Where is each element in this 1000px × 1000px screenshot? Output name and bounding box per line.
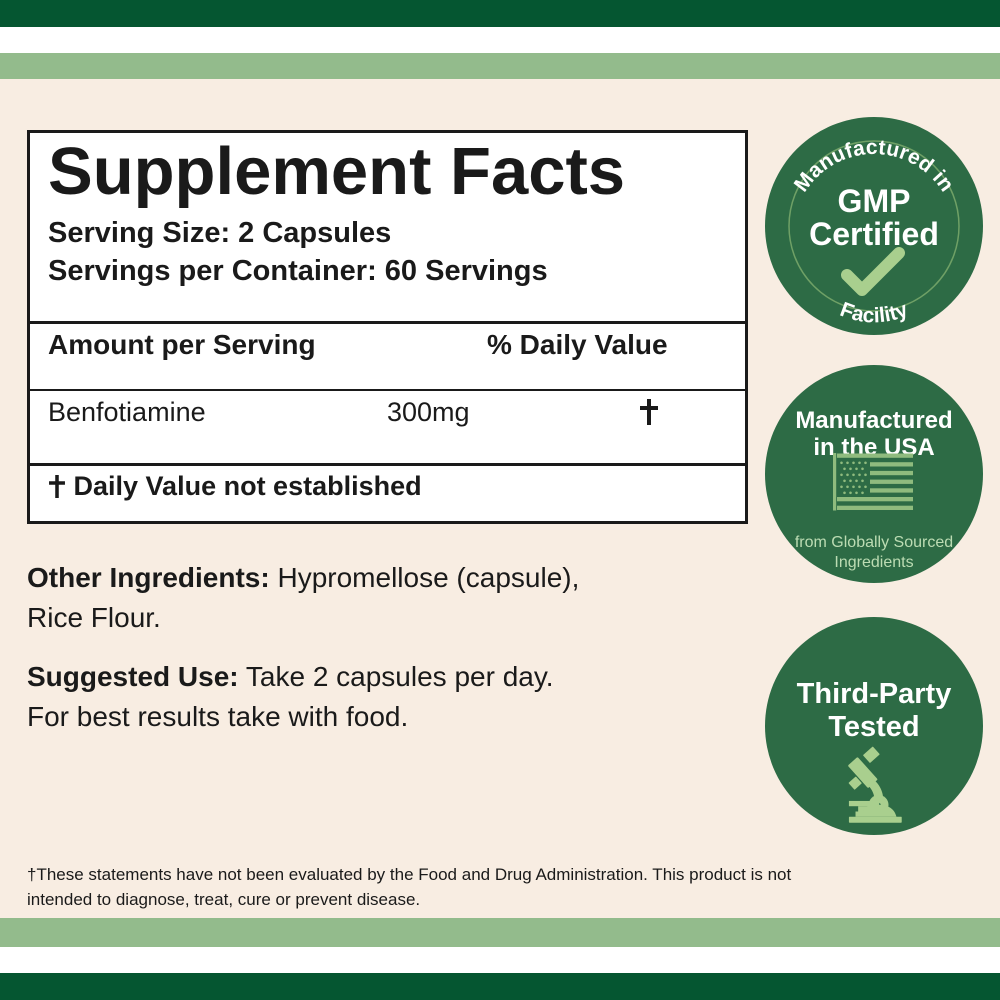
svg-text:Manufactured: Manufactured (795, 407, 952, 434)
svg-text:Tested: Tested (828, 711, 919, 743)
svg-text:Certified: Certified (809, 216, 939, 252)
svg-text:from Globally Sourced: from Globally Sourced (795, 534, 953, 551)
svg-text:Third-Party: Third-Party (797, 678, 952, 710)
svg-text:Ingredients: Ingredients (834, 554, 913, 571)
svg-text:GMP: GMP (838, 183, 911, 219)
